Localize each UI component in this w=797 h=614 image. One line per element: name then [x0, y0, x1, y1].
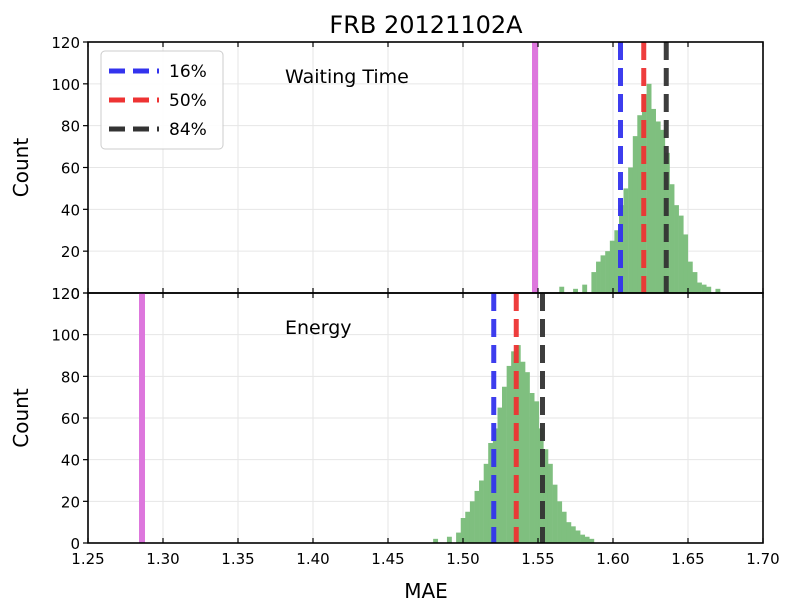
- histogram-bar: [456, 532, 461, 543]
- legend-label: 16%: [169, 62, 207, 82]
- histogram-bar: [632, 136, 638, 293]
- histogram-bar: [628, 167, 634, 293]
- histogram-bar: [591, 272, 597, 293]
- histogram-bar: [557, 501, 563, 543]
- x-tick-label: 1.45: [371, 550, 404, 568]
- y-axis-label: Count: [9, 138, 33, 198]
- legend-label: 50%: [169, 91, 207, 111]
- histogram-bar: [664, 152, 670, 293]
- histogram-bar: [687, 261, 693, 293]
- histogram-bar: [678, 215, 684, 293]
- y-tick-label: 0: [70, 285, 80, 303]
- histogram-bar: [506, 365, 512, 543]
- histogram-bar: [683, 234, 689, 293]
- histogram-bar: [605, 251, 611, 293]
- y-tick-label: 40: [61, 201, 80, 219]
- panel-2: 0 20 40 60 80 100 120 Count Energy: [9, 285, 764, 553]
- y-tick-label: 100: [51, 76, 80, 94]
- histogram-bar: [570, 526, 576, 543]
- histogram-bar: [619, 205, 624, 293]
- panel-annotation: Energy: [285, 317, 352, 339]
- histogram-bar: [515, 345, 521, 543]
- x-tick-label: 1.30: [146, 550, 179, 568]
- histogram-bar: [552, 484, 558, 543]
- histogram-bar: [614, 230, 620, 293]
- histogram-bar: [547, 463, 553, 543]
- y-tick-label: 100: [51, 327, 80, 345]
- histogram-bar: [669, 184, 675, 293]
- histogram-bar: [646, 83, 652, 293]
- histogram-bar: [706, 286, 712, 293]
- histogram-bar: [584, 536, 590, 543]
- histogram-bar: [529, 393, 535, 543]
- histogram-bar: [715, 288, 721, 293]
- histogram-bar: [655, 121, 661, 293]
- y-tick-label: 0: [70, 535, 80, 553]
- histogram-bar: [502, 386, 507, 543]
- histogram-bar: [596, 261, 601, 293]
- histogram-bar: [660, 129, 666, 293]
- y-tick-label: 80: [61, 118, 80, 136]
- histogram-bar: [580, 534, 586, 543]
- x-tick-label: 1.55: [521, 550, 554, 568]
- histogram-bar: [609, 240, 615, 293]
- histogram-bar: [573, 288, 578, 293]
- histogram-bar: [460, 518, 466, 543]
- y-tick-label: 20: [61, 243, 80, 261]
- y-tick-label: 120: [51, 34, 80, 52]
- x-axis-label: MAE: [404, 579, 448, 603]
- panel-1: 0 20 40 60 80 100 120 Count Waiting Time: [9, 34, 764, 303]
- x-tick-label: 1.50: [446, 550, 479, 568]
- legend-box: [100, 50, 224, 150]
- histogram-bar: [511, 351, 517, 543]
- histogram-bar: [692, 272, 698, 293]
- histogram-bar: [641, 94, 647, 294]
- y-tick-label: 120: [51, 285, 80, 303]
- histogram-bar: [697, 282, 702, 293]
- histogram-bar: [623, 188, 629, 293]
- plot-layer: 0 20 40 60 80 100 120 Count Waiting Time 0 20 40 60 8…: [9, 34, 780, 568]
- histogram-bar: [543, 449, 549, 543]
- y-tick-label: 60: [61, 160, 80, 178]
- histogram-bar: [637, 115, 643, 293]
- histogram-bar: [479, 480, 484, 543]
- x-tick-label: 1.65: [671, 550, 704, 568]
- panel-annotation: Waiting Time: [285, 66, 409, 88]
- legend-label: 84%: [169, 120, 207, 140]
- histogram-bar: [433, 538, 439, 543]
- y-tick-label: 20: [61, 493, 80, 511]
- legend: 16% 50% 84%: [100, 50, 224, 150]
- histogram-bar: [566, 522, 572, 543]
- histogram-bar: [589, 538, 595, 543]
- histogram-bar: [446, 536, 452, 543]
- histogram-bar: [524, 372, 530, 543]
- histogram-bar: [520, 361, 526, 543]
- histogram-bar: [474, 490, 480, 543]
- histogram-bar: [582, 284, 588, 293]
- histogram-bar: [534, 401, 540, 543]
- histogram-bar: [701, 284, 707, 293]
- histogram-bar: [559, 286, 565, 293]
- histogram-bar: [465, 511, 471, 543]
- x-tick-label: 1.25: [71, 550, 104, 568]
- y-tick-label: 60: [61, 410, 80, 428]
- chart-title: FRB 20121102A: [329, 11, 523, 39]
- histogram-bar: [575, 530, 581, 543]
- y-tick-label: 80: [61, 368, 80, 386]
- histogram-bar: [469, 501, 475, 543]
- x-tick-label: 1.60: [596, 550, 629, 568]
- histogram-bar: [651, 108, 656, 293]
- x-tick-label: 1.70: [746, 550, 779, 568]
- histogram-bar: [488, 443, 494, 543]
- histogram-bar: [600, 255, 606, 293]
- y-axis-label: Count: [9, 388, 33, 448]
- histogram-bar: [561, 511, 567, 543]
- y-tick-label: 40: [61, 452, 80, 470]
- x-tick-label: 1.40: [296, 550, 329, 568]
- histogram-bar: [497, 407, 503, 543]
- histogram-bar: [483, 463, 489, 543]
- x-tick-label: 1.35: [221, 550, 254, 568]
- histogram-bar: [674, 205, 679, 293]
